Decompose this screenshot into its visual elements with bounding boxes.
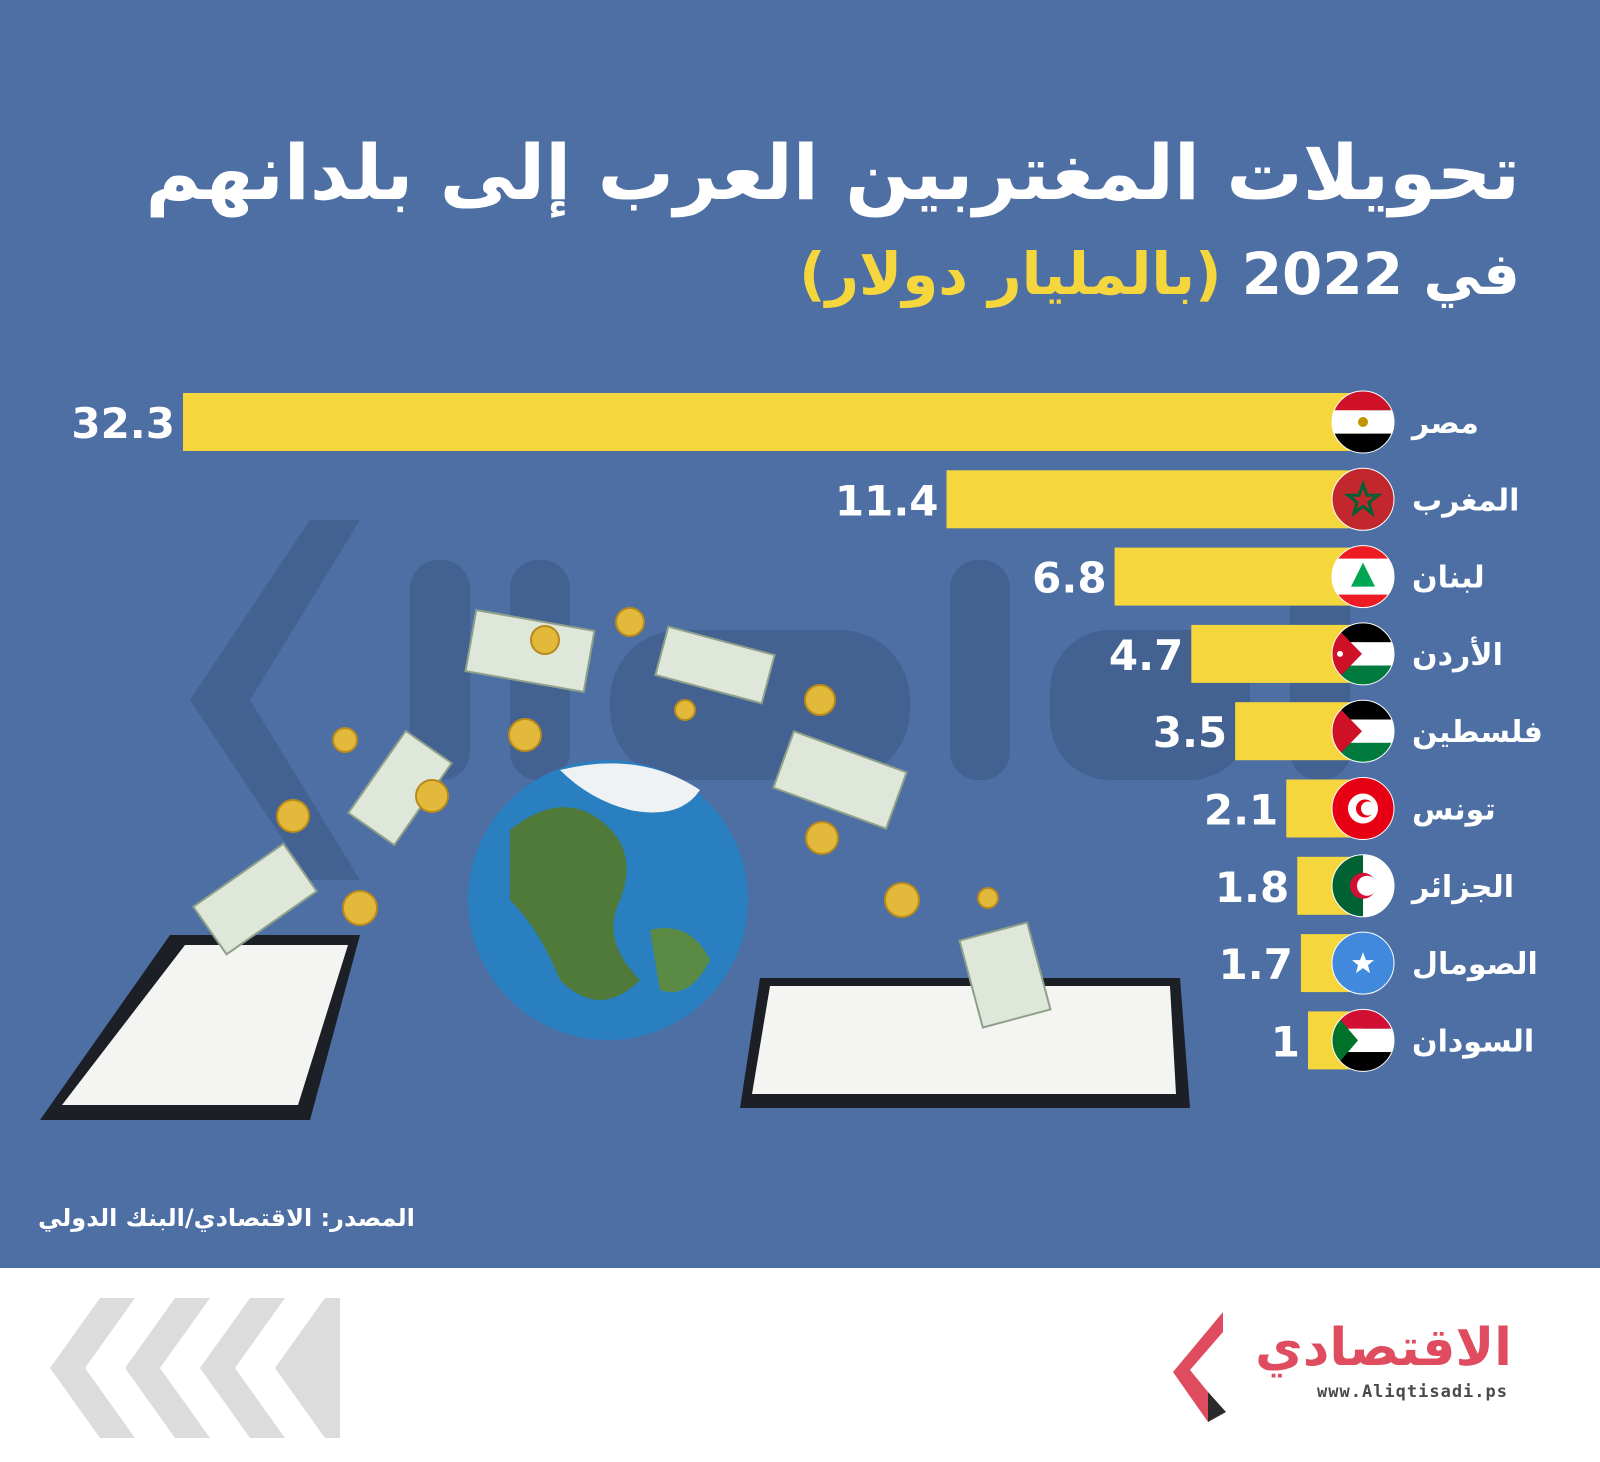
bar-1 xyxy=(946,470,1363,529)
category-label: الأردن xyxy=(1412,636,1503,673)
brand-url: www.Aliqtisadi.ps xyxy=(1317,1382,1508,1402)
bar-row: 1.7 الصومال xyxy=(1218,931,1538,995)
somalia-flag-icon xyxy=(1331,931,1395,995)
category-label: تونس xyxy=(1412,793,1496,828)
footer xyxy=(0,1268,1600,1462)
bar-chart: 32.3 مصر 11.4 المغرب 6.8 لبنان 4.7 الأردن 3.5 فلس… xyxy=(71,390,1543,1072)
right-phone xyxy=(740,978,1190,1108)
bar-row: 11.4 المغرب xyxy=(835,467,1519,531)
globe xyxy=(468,760,748,1040)
jordan-flag-icon xyxy=(1331,622,1395,686)
data-label: 1 xyxy=(1271,1017,1300,1066)
decorative-chevrons xyxy=(50,1298,340,1438)
brand-logo-icon xyxy=(1173,1312,1226,1422)
egypt-flag-icon xyxy=(1331,390,1395,454)
subtitle-unit: (بالمليار دولار) xyxy=(799,240,1222,308)
data-label: 1.8 xyxy=(1215,863,1289,912)
category-label: المغرب xyxy=(1412,483,1519,518)
bar-2 xyxy=(1114,547,1363,606)
data-label: 6.8 xyxy=(1032,554,1106,603)
bar-row: 2.1 تونس xyxy=(1204,777,1496,840)
chart-title: تحويلات المغتربين العرب إلى بلدانهم xyxy=(145,128,1520,217)
bar-row: 1.8 الجزائر xyxy=(1215,854,1514,918)
morocco-flag-icon xyxy=(1331,467,1395,531)
category-label: لبنان xyxy=(1412,561,1485,596)
money-transfer-illustration xyxy=(40,607,1190,1120)
bar-row: 3.5 فلسطين xyxy=(1153,699,1543,763)
data-label: 32.3 xyxy=(71,399,175,448)
subtitle-year: في 2022 xyxy=(1241,240,1520,308)
tunisia-flag-icon xyxy=(1331,777,1395,840)
category-label: مصر xyxy=(1410,406,1479,441)
infographic-panel: تحويلات المغتربين العرب إلى بلدانهم في 2… xyxy=(0,0,1600,1268)
bar-row: 4.7 الأردن xyxy=(1109,622,1503,686)
banknotes xyxy=(191,608,1052,1029)
category-label: الجزائر xyxy=(1410,870,1514,905)
algeria-flag-icon xyxy=(1331,854,1395,918)
category-label: السودان xyxy=(1412,1024,1534,1059)
bars-layer: 32.3 مصر 11.4 المغرب 6.8 لبنان 4.7 الأردن 3.5 فلس… xyxy=(71,390,1543,1072)
data-label: 3.5 xyxy=(1153,708,1227,757)
source-note: المصدر: الاقتصادي/البنك الدولي xyxy=(38,1204,415,1232)
chart-subtitle: في 2022 (بالمليار دولار) xyxy=(799,240,1520,308)
category-label: الصومال xyxy=(1412,947,1538,982)
category-label: فلسطين xyxy=(1412,715,1543,750)
brand-name: الاقتصادي xyxy=(1255,1318,1512,1378)
bar-row: 32.3 مصر xyxy=(71,390,1479,454)
bar-row: 6.8 لبنان xyxy=(1032,545,1485,609)
data-label: 4.7 xyxy=(1109,631,1183,680)
data-label: 2.1 xyxy=(1204,786,1278,835)
bar-0 xyxy=(183,393,1363,451)
bar-row: 1 السودان xyxy=(1271,1008,1534,1072)
coins xyxy=(276,607,999,926)
data-label: 11.4 xyxy=(835,476,939,525)
data-label: 1.7 xyxy=(1218,940,1292,989)
left-phone xyxy=(40,935,360,1120)
